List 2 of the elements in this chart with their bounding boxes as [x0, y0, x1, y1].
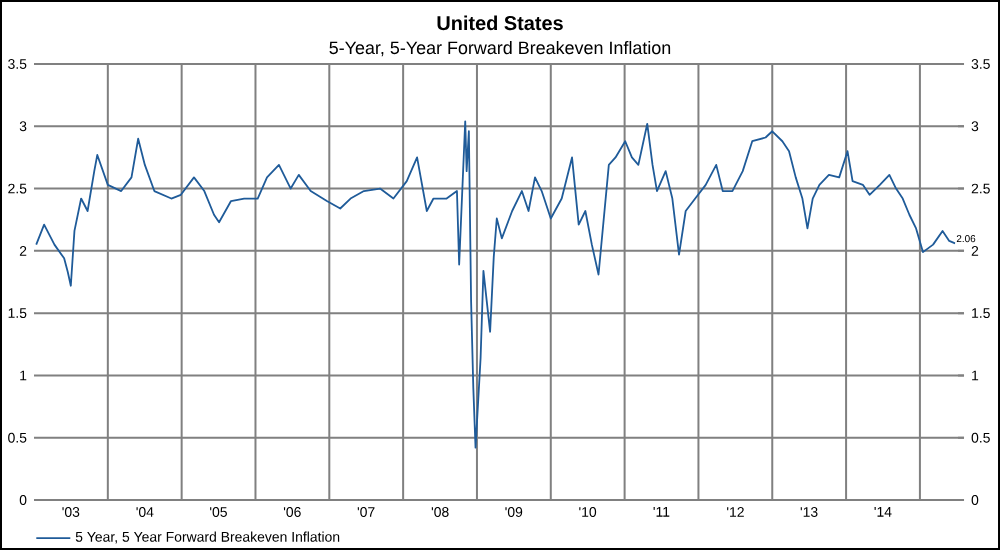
chart-subtitle: 5-Year, 5-Year Forward Breakeven Inflation	[329, 40, 671, 57]
chart-title: United States	[437, 15, 563, 31]
